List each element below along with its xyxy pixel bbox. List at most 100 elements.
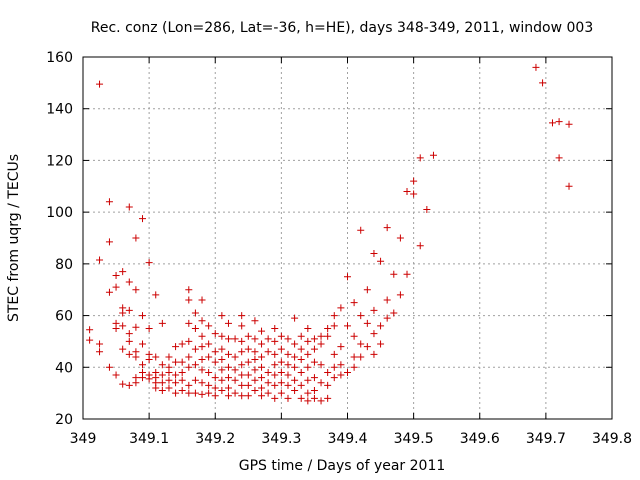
data-point xyxy=(258,340,266,348)
data-point xyxy=(105,288,113,296)
y-tick-label: 20 xyxy=(55,412,73,428)
data-point xyxy=(344,368,351,376)
data-point xyxy=(132,234,140,242)
data-point xyxy=(172,358,180,366)
data-point xyxy=(403,270,411,278)
data-point xyxy=(112,283,120,291)
y-tick-labels: 20 40 60 80 100 120 140 160 xyxy=(46,50,73,428)
data-point xyxy=(139,215,147,223)
data-point xyxy=(304,325,312,332)
data-point xyxy=(396,234,404,242)
data-point xyxy=(377,322,385,330)
data-point xyxy=(238,322,246,330)
data-point xyxy=(119,322,127,330)
data-point xyxy=(304,389,312,397)
data-point xyxy=(205,340,213,348)
data-point xyxy=(211,358,219,366)
data-point xyxy=(317,379,325,387)
data-point xyxy=(330,312,338,320)
x-tick-label: 349.2 xyxy=(195,431,235,447)
data-point xyxy=(291,340,299,348)
data-point xyxy=(211,392,219,400)
y-tick-label: 40 xyxy=(55,360,73,376)
data-point xyxy=(244,381,252,389)
y-tick-label: 160 xyxy=(46,50,73,66)
data-point xyxy=(231,366,239,374)
data-point xyxy=(158,371,166,379)
data-point xyxy=(264,348,272,356)
data-point xyxy=(251,356,259,364)
data-point xyxy=(429,151,437,159)
data-point xyxy=(271,361,279,369)
data-point xyxy=(125,337,133,345)
data-point xyxy=(238,337,246,345)
data-point xyxy=(304,363,312,371)
y-tick-label: 80 xyxy=(55,257,73,273)
data-point xyxy=(218,366,226,374)
data-point xyxy=(105,238,113,246)
data-point xyxy=(224,374,232,382)
data-point xyxy=(284,335,292,343)
data-point xyxy=(297,394,305,402)
data-point xyxy=(125,381,133,389)
data-point xyxy=(139,361,147,369)
data-point xyxy=(211,348,219,356)
data-point xyxy=(291,314,299,322)
data-point xyxy=(112,271,120,279)
data-point xyxy=(370,250,378,258)
data-point xyxy=(330,350,338,358)
x-tick-label: 349.1 xyxy=(129,431,169,447)
data-point xyxy=(277,368,285,376)
data-point xyxy=(383,224,391,232)
grid-lines xyxy=(83,57,612,419)
data-point xyxy=(310,387,318,395)
data-point xyxy=(198,317,206,325)
x-tick-label: 349.3 xyxy=(261,431,301,447)
data-point xyxy=(152,291,160,299)
data-point xyxy=(357,226,365,234)
data-point xyxy=(297,345,305,353)
data-point xyxy=(423,206,431,214)
data-points xyxy=(86,63,573,405)
x-tick-labels: 349 349.1 349.2 349.3 349.4 349.5 349.6 349.7 34… xyxy=(70,431,632,447)
data-point xyxy=(231,335,239,343)
data-point xyxy=(403,187,411,195)
data-point xyxy=(258,384,266,392)
data-point xyxy=(344,322,351,330)
data-point xyxy=(211,374,219,382)
data-point xyxy=(284,350,292,358)
data-point xyxy=(337,343,345,351)
data-point xyxy=(350,299,358,307)
data-point xyxy=(86,336,94,344)
data-point xyxy=(370,306,378,314)
x-tick-label: 349.6 xyxy=(460,431,500,447)
data-point xyxy=(251,317,259,325)
data-point xyxy=(205,368,213,376)
data-point xyxy=(416,242,424,250)
data-point xyxy=(139,340,147,348)
y-tick-label: 140 xyxy=(46,102,73,118)
data-point xyxy=(264,389,272,397)
data-point xyxy=(125,330,133,338)
data-point xyxy=(264,368,272,376)
data-point xyxy=(251,335,259,343)
data-point xyxy=(390,309,398,317)
data-point xyxy=(211,330,219,338)
y-tick-label: 100 xyxy=(46,205,73,221)
data-point xyxy=(185,286,193,294)
data-point xyxy=(258,327,266,335)
data-point xyxy=(165,353,173,361)
data-point xyxy=(370,350,378,358)
y-tick-label: 60 xyxy=(55,309,73,325)
data-point xyxy=(277,379,285,387)
data-point xyxy=(310,394,318,402)
data-point xyxy=(396,291,404,299)
data-point xyxy=(344,273,351,281)
data-point xyxy=(390,270,398,278)
data-point xyxy=(224,319,232,327)
data-point xyxy=(198,390,206,398)
data-point xyxy=(172,371,180,379)
data-point xyxy=(238,361,246,369)
data-point xyxy=(96,256,104,264)
data-point xyxy=(125,203,133,211)
